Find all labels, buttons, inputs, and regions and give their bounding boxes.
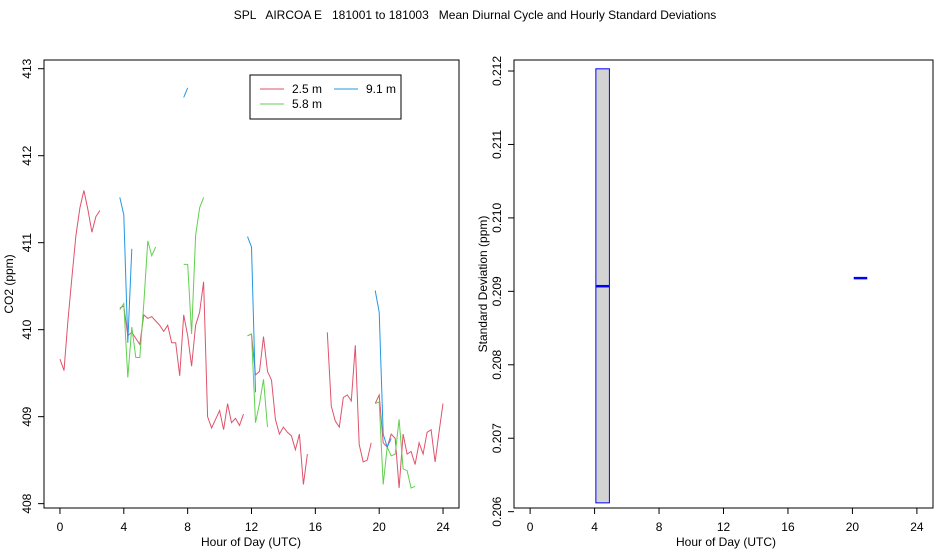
right-x-tick-label: 8: [656, 520, 663, 534]
right-x-tick-label: 4: [591, 520, 598, 534]
series-2.5m-segment-3: [326, 332, 372, 463]
legend-label-5.8m: 5.8 m: [292, 97, 322, 111]
left-y-tick-label: 411: [20, 233, 34, 252]
series-9.1m-segment-2: [247, 236, 256, 393]
legend-label-2.5m: 2.5 m: [292, 82, 322, 96]
series-2.5m-segment-1: [119, 281, 244, 430]
left-x-tick-label: 8: [184, 520, 191, 534]
right-y-tick-label: 0.211: [490, 130, 504, 159]
left-y-tick-label: 413: [20, 58, 34, 78]
series-9.1m-segment-1: [183, 87, 189, 98]
legend-label-9.1m: 9.1 m: [366, 82, 396, 96]
series-5.8m-segment-3: [375, 401, 416, 489]
left-y-tick-label: 410: [20, 319, 34, 339]
left-x-tick-label: 4: [120, 520, 127, 534]
figure-title: SPL AIRCOA E 181001 to 181003 Mean Diurn…: [234, 8, 717, 22]
left-x-tick-label: 16: [309, 520, 323, 534]
right-x-tick-label: 24: [910, 520, 924, 534]
series-2.5m-segment-2: [247, 333, 308, 485]
series-9.1m-segment-3: [374, 290, 392, 449]
plot-frame-right: [513, 59, 934, 509]
series-5.8m-segment-2: [247, 333, 268, 428]
right-x-tick-label: 16: [781, 520, 795, 534]
left-y-tick-label: 412: [20, 145, 34, 165]
left-x-tick-label: 20: [373, 520, 387, 534]
series-5.8m-segment-0: [119, 240, 157, 378]
right-x-tick-label: 12: [717, 520, 731, 534]
series-9.1m-segment-0: [119, 197, 133, 343]
co2-line-chart: 0 4 8 12 16 20 24 408 409 410 411 412 413 Hour of Da…: [2, 58, 460, 549]
x-axis-label-left: Hour of Day (UTC): [201, 535, 301, 549]
right-y-tick-label: 0.210: [490, 203, 504, 233]
right-y-tick-label: 0.207: [490, 423, 504, 453]
right-y-tick-label: 0.212: [490, 56, 504, 86]
y-axis-label-right: Standard Deviation (ppm): [476, 216, 490, 353]
left-y-tick-label: 409: [20, 406, 34, 426]
right-y-tick-label: 0.206: [490, 496, 504, 526]
left-y-tick-label: 408: [20, 493, 34, 513]
series-5.8m-segment-1: [183, 197, 205, 335]
left-x-tick-label: 24: [436, 520, 450, 534]
legend-box: [249, 74, 402, 120]
right-x-tick-label: 20: [846, 520, 860, 534]
series-2.5m-segment-0: [59, 190, 101, 371]
left-x-tick-label: 12: [245, 520, 259, 534]
legend: 2.5 m 5.8 m 9.1 m: [249, 74, 402, 120]
std-dev-box-chart: 0 4 8 12 16 20 24 0.206 0.207 0.208 0.209 0.210 0.21…: [476, 56, 934, 549]
left-x-tick-label: 0: [57, 520, 64, 534]
right-y-tick-label: 0.208: [490, 349, 504, 379]
right-x-tick-label: 0: [527, 520, 534, 534]
right-y-tick-label: 0.209: [490, 276, 504, 306]
x-axis-label-right: Hour of Day (UTC): [676, 535, 776, 549]
y-axis-label-left: CO2 (ppm): [2, 254, 16, 313]
